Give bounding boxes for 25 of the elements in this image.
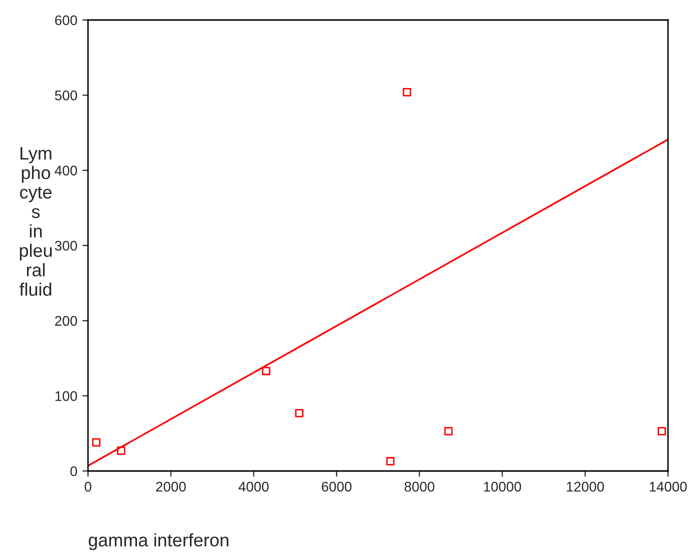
x-tick-label: 14000: [650, 482, 687, 492]
y-tick-label: 200: [55, 316, 78, 326]
point: [262, 366, 270, 376]
point: [116, 446, 126, 455]
y-axis-title: Lym pho cyte s in pleu ral fluid: [19, 147, 52, 296]
x-tick-label: 4000: [238, 482, 269, 492]
point: [444, 426, 453, 436]
x-tick-label: 6000: [322, 482, 352, 492]
x-axis-title: gamma interferon: [88, 533, 228, 550]
point: [386, 457, 395, 466]
x-tick-label: 10000: [484, 482, 522, 492]
point: [402, 88, 412, 96]
x-tick-label: 8000: [404, 482, 434, 492]
y-tick-label: 100: [55, 391, 78, 402]
point: [295, 408, 304, 418]
point: [92, 438, 100, 447]
y-tick-label: 600: [55, 15, 78, 26]
y-tick-label: 300: [54, 240, 78, 251]
y-tick-label: 0: [70, 466, 78, 476]
point: [658, 426, 666, 436]
x-tick-label: 12000: [566, 482, 604, 492]
y-tick-label: 500: [54, 90, 78, 100]
x-tick-label: 2000: [156, 482, 186, 492]
x-tick-label: 0: [84, 482, 92, 492]
y-tick-label: 400: [54, 166, 78, 176]
